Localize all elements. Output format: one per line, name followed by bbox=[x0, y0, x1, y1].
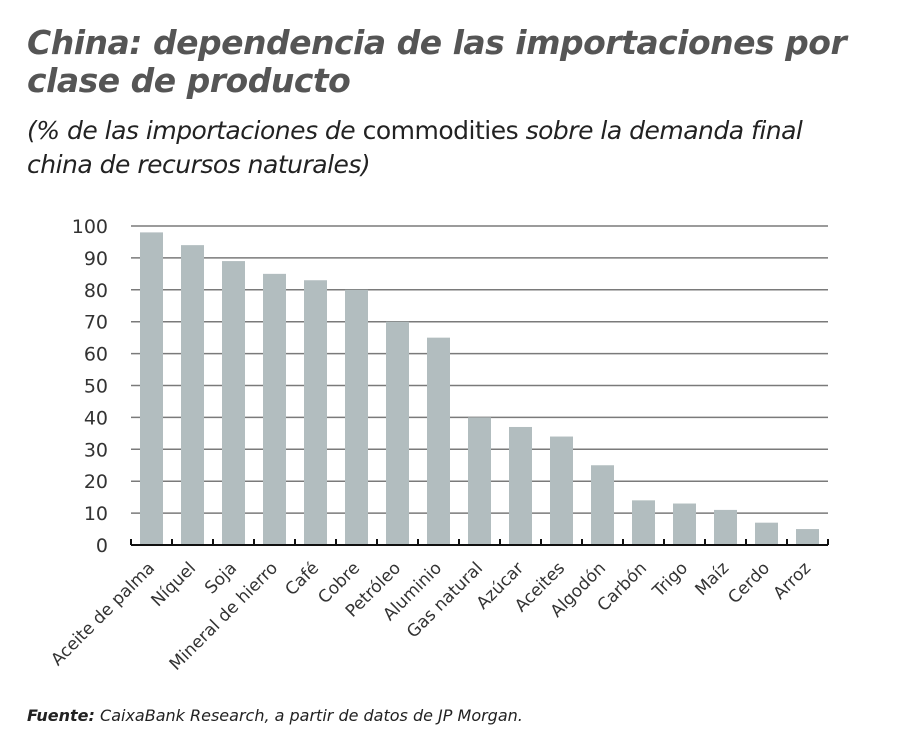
x-tick-label: Níquel bbox=[148, 558, 200, 610]
bar bbox=[304, 280, 327, 545]
subtitle-part-2: commodities bbox=[362, 116, 519, 145]
source-label: Fuente: bbox=[27, 706, 95, 725]
bar bbox=[796, 529, 819, 545]
bar bbox=[755, 522, 778, 545]
bar bbox=[427, 337, 450, 545]
y-tick-label: 50 bbox=[84, 376, 108, 398]
chart-title: China: dependencia de las importaciones … bbox=[27, 23, 847, 100]
y-tick-label: 40 bbox=[84, 407, 108, 429]
bar bbox=[591, 465, 614, 545]
bar-chart: 0 10 20 30 40 50 60 70 80 90 100 Aceite de palmaNíq… bbox=[47, 216, 829, 675]
bar bbox=[345, 289, 368, 545]
bar bbox=[714, 509, 737, 545]
chart-subtitle: (% de las importaciones de commodities s… bbox=[27, 114, 847, 182]
x-tick-label: Aceite de palma bbox=[47, 558, 159, 670]
bar bbox=[222, 261, 245, 545]
y-tick-label: 90 bbox=[84, 248, 108, 270]
bar bbox=[632, 500, 655, 545]
bar bbox=[386, 321, 409, 545]
bar bbox=[509, 426, 532, 545]
bar bbox=[263, 273, 286, 545]
y-tick-label: 100 bbox=[72, 216, 108, 238]
bar bbox=[140, 232, 163, 545]
subtitle-part-1: (% de las importaciones de bbox=[27, 116, 363, 145]
bar bbox=[181, 245, 204, 545]
y-tick-label: 80 bbox=[84, 280, 108, 302]
x-tick-label: Cerdo bbox=[724, 558, 774, 608]
subtitle-part-3: sobre la demanda final china de recursos… bbox=[27, 116, 803, 179]
x-tick-label: Trigo bbox=[648, 558, 692, 602]
bar bbox=[673, 503, 696, 545]
y-tick-label: 70 bbox=[84, 312, 108, 334]
source-text: CaixaBank Research, a partir de datos de… bbox=[94, 706, 523, 725]
y-tick-label: 30 bbox=[84, 439, 108, 461]
bar bbox=[550, 436, 573, 545]
x-tick-label: Arroz bbox=[770, 558, 815, 603]
y-tick-label: 0 bbox=[96, 535, 108, 557]
y-tick-label: 60 bbox=[84, 344, 108, 366]
bar bbox=[468, 417, 491, 545]
y-tick-label: 10 bbox=[84, 503, 108, 525]
y-tick-label: 20 bbox=[84, 471, 108, 493]
source-note: Fuente: CaixaBank Research, a partir de … bbox=[27, 706, 523, 725]
